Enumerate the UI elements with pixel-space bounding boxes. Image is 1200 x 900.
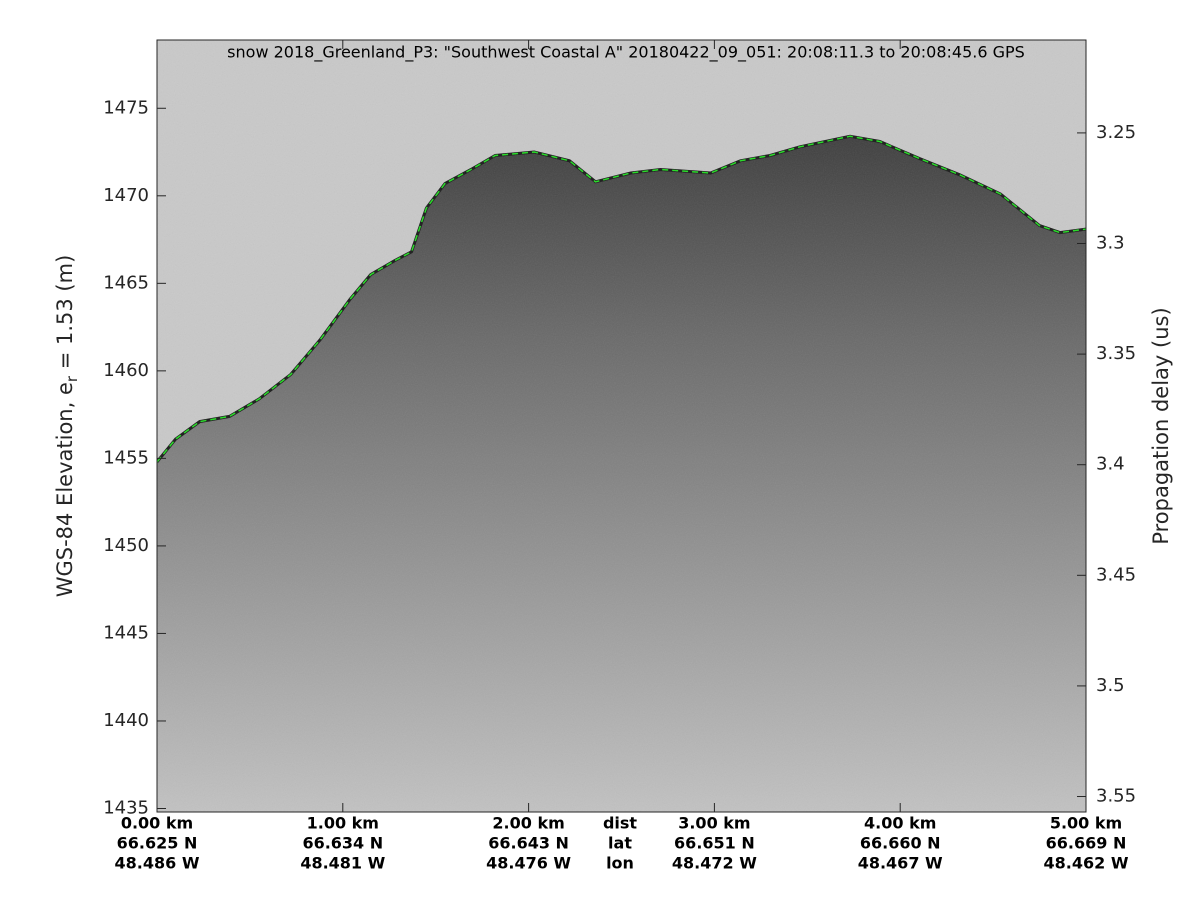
x-tick-label: 3.00 km — [678, 814, 750, 833]
chart-title: snow 2018_Greenland_P3: "Southwest Coast… — [227, 43, 1025, 63]
y2-tick-label: 3.45 — [1096, 564, 1136, 585]
lon-label: 48.467 W — [858, 854, 943, 873]
row-label: lon — [606, 854, 634, 873]
lon-label: 48.486 W — [115, 854, 200, 873]
y2-tick-label: 3.25 — [1096, 122, 1136, 143]
lon-label: 48.472 W — [672, 854, 757, 873]
row-label: dist — [603, 814, 637, 833]
y-tick-label: 1455 — [103, 447, 149, 468]
x-tick-label: 0.00 km — [121, 814, 193, 833]
lat-label: 66.660 N — [860, 834, 941, 853]
y-tick-label: 1470 — [103, 185, 149, 206]
x-tick-label: 4.00 km — [864, 814, 936, 833]
x-tick-label: 1.00 km — [307, 814, 379, 833]
y2-tick-label: 3.5 — [1096, 675, 1125, 696]
y-tick-label: 1475 — [103, 97, 149, 118]
lon-label: 48.462 W — [1044, 854, 1129, 873]
y2-tick-label: 3.35 — [1096, 343, 1136, 364]
lat-label: 66.651 N — [674, 834, 755, 853]
y-tick-label: 1445 — [103, 622, 149, 643]
y-label-text: = 1.53 (m) — [53, 255, 77, 376]
axes-box — [156, 39, 1087, 813]
x-tick-label: 5.00 km — [1050, 814, 1122, 833]
lat-label: 66.643 N — [488, 834, 569, 853]
y-tick-label: 1460 — [103, 360, 149, 381]
x-tick-label: 2.00 km — [492, 814, 564, 833]
lat-label: 66.634 N — [302, 834, 383, 853]
y2-tick-label: 3.55 — [1096, 786, 1136, 807]
lat-label: 66.625 N — [117, 834, 198, 853]
y2-tick-label: 3.3 — [1096, 233, 1125, 254]
speckle — [157, 40, 1086, 812]
y-tick-label: 1450 — [103, 535, 149, 556]
y-label-sub: r — [63, 375, 81, 382]
y2-axis-label: Propagation delay (us) — [1149, 307, 1173, 544]
lat-label: 66.669 N — [1046, 834, 1127, 853]
y2-tick-label: 3.4 — [1096, 454, 1125, 475]
y-label-text: WGS-84 Elevation, e — [53, 382, 77, 597]
lon-label: 48.481 W — [300, 854, 385, 873]
row-label: lat — [608, 834, 632, 853]
y-tick-label: 1435 — [103, 797, 149, 818]
y-tick-label: 1465 — [103, 272, 149, 293]
y-axis-label: WGS-84 Elevation, er = 1.53 (m) — [53, 255, 81, 598]
y-tick-label: 1440 — [103, 710, 149, 731]
lon-label: 48.476 W — [486, 854, 571, 873]
